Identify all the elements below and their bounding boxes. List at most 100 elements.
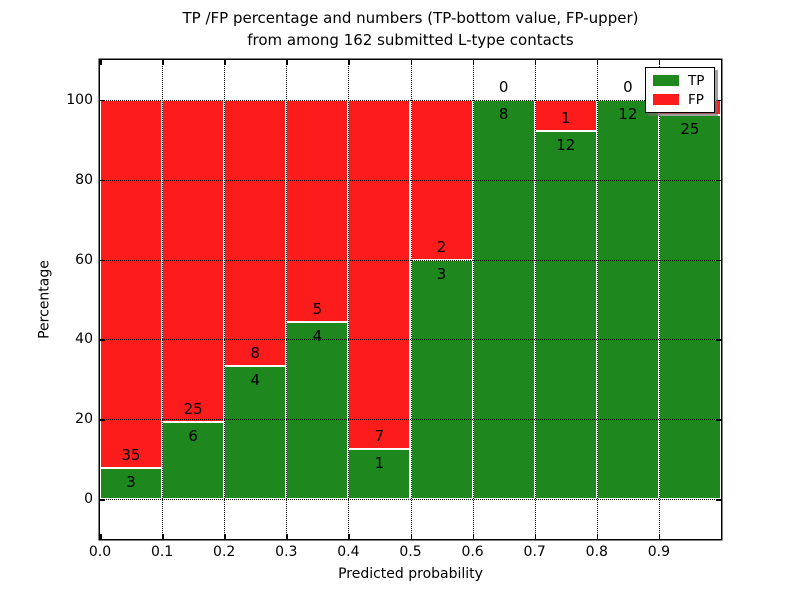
tick-right-60 (716, 259, 721, 262)
tick-right-20 (716, 419, 721, 421)
y-axis-label: Percentage (36, 260, 53, 339)
ytick-label-20: 20 (75, 411, 93, 428)
gridline-x-0.5 (410, 60, 412, 539)
bar-segment-tp-9 (658, 115, 721, 500)
legend: TP FP (645, 67, 715, 113)
bar-segment-tp-1 (162, 421, 225, 500)
chart-title-line1: TP /FP percentage and numbers (TP-bottom… (182, 9, 639, 27)
bar-segment-tp-0 (100, 467, 163, 500)
tick-right-80 (716, 179, 721, 182)
tp-count-label-2: 4 (250, 371, 261, 390)
xtick-label-0.7: 0.7 (523, 544, 546, 560)
bar-segment-fp-0 (100, 99, 163, 468)
chart-title: TP /FP percentage and numbers (TP-bottom… (100, 7, 721, 51)
tp-color-swatch (653, 75, 679, 86)
tick-top-0.0 (100, 60, 102, 65)
tick-left-20 (100, 419, 105, 421)
gridline-x-0.1 (162, 60, 164, 539)
gridline-x-0.7 (534, 60, 536, 539)
tp-count-label-8: 12 (618, 104, 638, 123)
tick-bottom-0.4 (348, 534, 350, 539)
bar-segment-tp-7 (534, 130, 597, 500)
tp-count-label-9: 25 (680, 120, 700, 139)
tp-count-label-4: 1 (374, 454, 385, 473)
tp-count-label-7: 12 (556, 135, 576, 154)
ytick-label-100: 100 (66, 91, 93, 108)
tp-count-label-3: 4 (312, 326, 323, 345)
tp-count-label-6: 8 (498, 104, 509, 123)
tick-top-0.5 (410, 60, 412, 65)
fp-count-label-0: 35 (121, 445, 141, 464)
tick-left-0 (100, 499, 105, 501)
tick-right-40 (716, 339, 721, 341)
tick-top-0.1 (162, 60, 164, 65)
tick-top-0.3 (286, 60, 288, 65)
xtick-label-0.9: 0.9 (647, 544, 671, 560)
ytick-label-60: 60 (75, 251, 93, 268)
fp-count-label-8: 0 (623, 77, 633, 96)
bar-segment-fp-4 (348, 99, 411, 450)
tick-left-60 (100, 259, 105, 262)
bar-segment-fp-2 (224, 99, 287, 367)
plot-area: 3356254845173280121120251 (100, 60, 721, 539)
tick-bottom-0.0 (100, 534, 102, 539)
ytick-label-80: 80 (75, 171, 93, 188)
tick-bottom-0.3 (286, 534, 288, 539)
tick-top-0.7 (534, 60, 537, 65)
tp-count-label-0: 3 (126, 472, 136, 491)
legend-entry-fp: FP (653, 93, 707, 107)
tick-top-0.9 (658, 60, 661, 65)
tick-bottom-0.6 (472, 534, 475, 539)
bar-segment-tp-8 (596, 99, 659, 500)
fp-count-label-6: 0 (498, 77, 509, 96)
fp-count-label-1: 25 (183, 399, 203, 418)
legend-label-fp: FP (688, 91, 704, 108)
tick-bottom-0.9 (658, 534, 661, 539)
xtick-label-0.8: 0.8 (585, 544, 608, 560)
tp-count-label-1: 6 (188, 426, 198, 445)
chart-title-line2: from among 162 submitted L-type contacts (247, 31, 574, 49)
fp-count-label-4: 7 (374, 427, 385, 446)
tick-top-0.2 (224, 60, 226, 65)
gridline-x-0.9 (658, 60, 660, 539)
xtick-label-0.2: 0.2 (213, 544, 236, 560)
gridline-x-0.8 (596, 60, 598, 539)
fp-count-label-2: 8 (250, 344, 261, 363)
legend-entry-tp: TP (653, 74, 707, 88)
xtick-label-0.4: 0.4 (337, 544, 360, 560)
bar-segment-tp-3 (286, 321, 349, 500)
tick-top-0.8 (596, 60, 599, 65)
tick-top-0.6 (472, 60, 475, 65)
gridline-x-0.3 (286, 60, 288, 539)
tp-count-label-5: 3 (436, 264, 447, 283)
xtick-label-0.0: 0.0 (88, 544, 112, 560)
xtick-label-0.5: 0.5 (399, 544, 422, 560)
gridline-x-0.6 (472, 60, 474, 539)
tick-right-0 (716, 499, 721, 501)
tick-bottom-0.5 (410, 534, 412, 539)
bar-segment-tp-4 (348, 449, 411, 500)
tick-bottom-0.1 (162, 534, 164, 539)
x-axis-label: Predicted probability (338, 566, 483, 582)
gridline-x-0.2 (224, 60, 226, 539)
tick-left-40 (100, 339, 105, 341)
xtick-label-0.1: 0.1 (150, 544, 174, 560)
bar-segment-fp-1 (162, 99, 225, 422)
ytick-label-40: 40 (75, 331, 93, 348)
bar-segment-tp-6 (472, 99, 535, 500)
tick-bottom-0.7 (534, 534, 537, 539)
fp-count-label-5: 2 (436, 237, 447, 256)
tick-left-80 (100, 179, 105, 182)
xtick-label-0.6: 0.6 (461, 544, 484, 560)
tick-bottom-0.8 (596, 534, 599, 539)
tick-bottom-0.2 (224, 534, 226, 539)
fp-count-label-7: 1 (560, 108, 571, 127)
tick-top-0.4 (348, 60, 350, 65)
xtick-label-0.3: 0.3 (275, 544, 298, 560)
bar-segment-tp-5 (410, 259, 473, 500)
ytick-label-0: 0 (84, 491, 93, 508)
fp-count-label-3: 5 (312, 299, 323, 318)
fp-color-swatch (653, 94, 679, 105)
legend-label-tp: TP (688, 72, 705, 89)
